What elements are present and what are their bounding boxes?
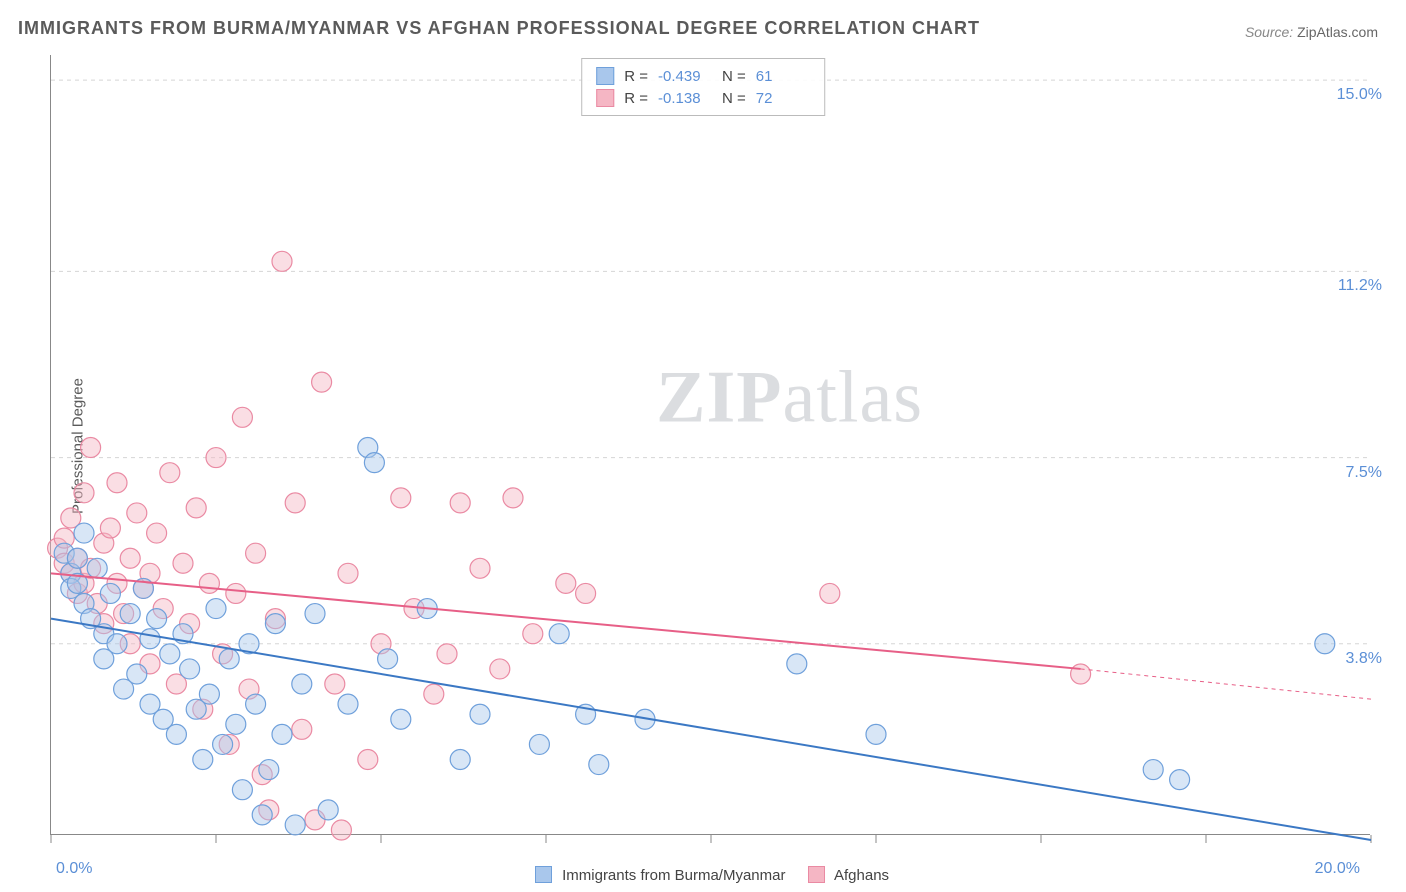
y-tick-label: 11.2% — [1338, 277, 1382, 295]
x-axis-min: 0.0% — [56, 860, 92, 878]
legend-swatch-burma — [596, 67, 614, 85]
scatter-plot: ZIPatlas — [50, 55, 1370, 835]
y-tick-label: 3.8% — [1346, 650, 1382, 668]
source-attribution: Source: ZipAtlas.com — [1245, 24, 1378, 40]
y-tick-label: 15.0% — [1337, 86, 1382, 104]
correlation-legend: R = -0.439 N = 61 R = -0.138 N = 72 — [581, 58, 825, 116]
plot-svg — [51, 55, 1370, 834]
r-value-afghan: -0.138 — [658, 90, 712, 107]
y-tick-label: 7.5% — [1346, 464, 1382, 482]
n-value-afghan: 72 — [756, 90, 810, 107]
r-label: R = — [624, 90, 648, 107]
legend-swatch-afghan — [596, 89, 614, 107]
source-value: ZipAtlas.com — [1297, 24, 1378, 40]
n-label: N = — [722, 68, 746, 85]
source-label: Source: — [1245, 24, 1293, 40]
legend-row-afghan: R = -0.138 N = 72 — [596, 87, 810, 109]
r-label: R = — [624, 68, 648, 85]
r-value-burma: -0.439 — [658, 68, 712, 85]
n-label: N = — [722, 90, 746, 107]
chart-title: IMMIGRANTS FROM BURMA/MYANMAR VS AFGHAN … — [18, 18, 980, 39]
x-axis-max: 20.0% — [1315, 860, 1360, 878]
legend-row-burma: R = -0.439 N = 61 — [596, 65, 810, 87]
x-axis-labels: 0.0% 20.0% — [50, 860, 1370, 884]
n-value-burma: 61 — [756, 68, 810, 85]
